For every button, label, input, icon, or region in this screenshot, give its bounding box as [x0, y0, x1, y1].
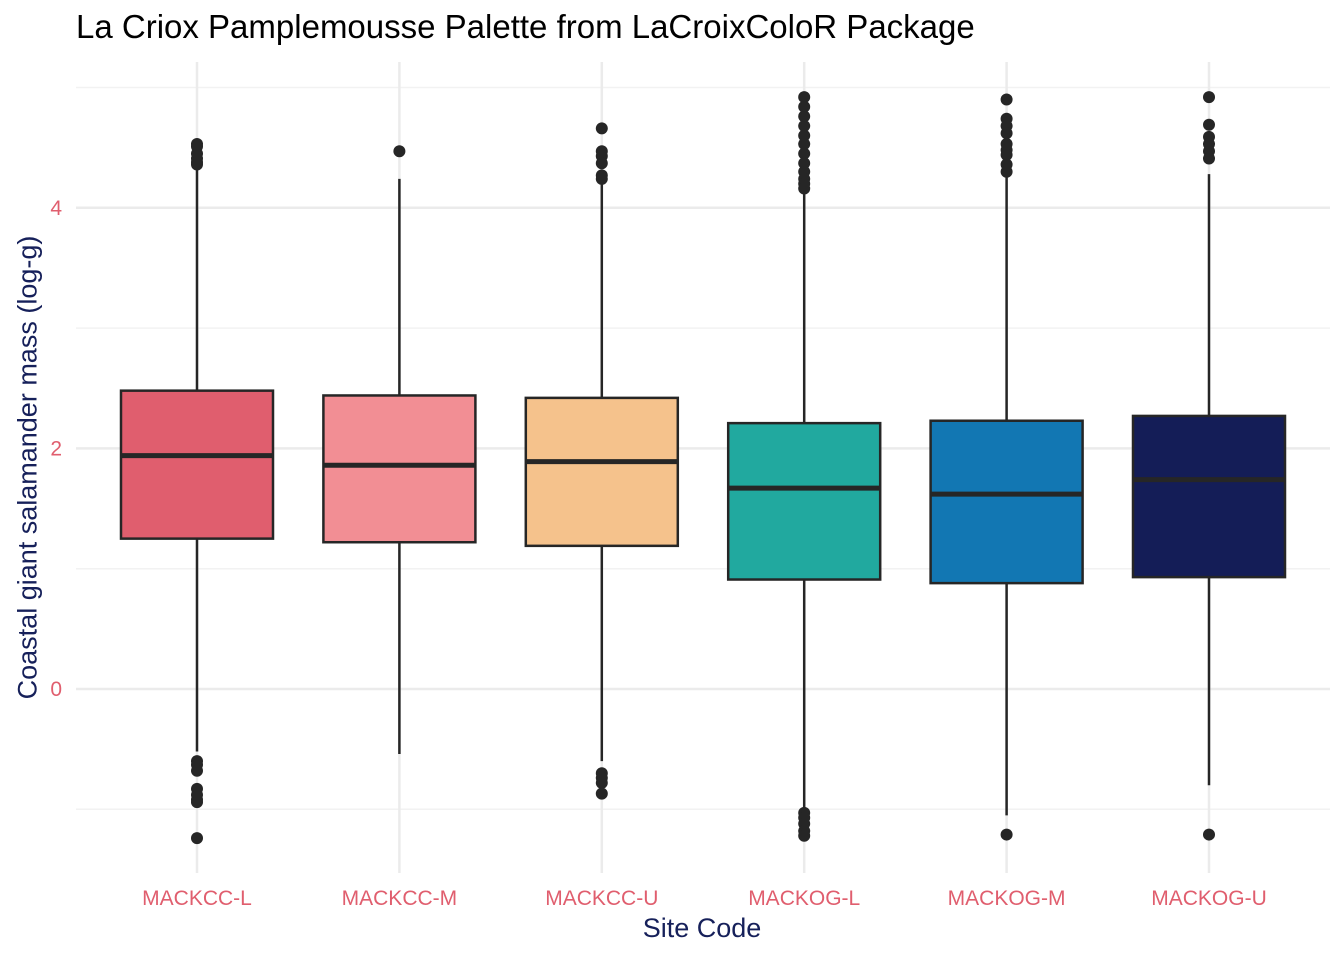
iqr-box [322, 394, 477, 544]
outlier-point [798, 129, 811, 142]
x-tick-label: MACKOG-U [1151, 887, 1267, 910]
outlier-point [1000, 127, 1013, 140]
outlier-point [798, 110, 811, 123]
outlier-point [191, 764, 203, 777]
iqr-box [119, 389, 275, 540]
outlier-point [393, 145, 406, 158]
y-tick-label: 2 [50, 437, 62, 460]
box-mackog-u [1131, 91, 1287, 841]
outlier-point [798, 119, 811, 132]
y-axis-title: Coastal giant salamander mass (log-g) [12, 235, 43, 699]
iqr-box [929, 419, 1084, 585]
chart-title: La Criox Pamplemousse Palette from LaCro… [76, 8, 975, 45]
y-tick-label: 4 [50, 197, 62, 220]
outlier-point [1000, 165, 1013, 178]
outlier-point [798, 829, 811, 842]
axis-tick-labels: 0 2 4 MACKCC-L MACKCC-M MACKCC-U MACKOG-L MACKO… [50, 197, 1266, 910]
box-mackcc-u [524, 122, 680, 800]
outlier-point [798, 100, 811, 113]
iqr-box [726, 421, 882, 581]
box-mackcc-m [322, 145, 477, 754]
outlier-point [1000, 148, 1013, 161]
outlier-point [798, 182, 811, 195]
outlier-point [191, 832, 203, 845]
iqr-box [1131, 414, 1287, 579]
outlier-point [595, 122, 608, 135]
boxplot-series [119, 91, 1287, 845]
outlier-point [1203, 828, 1215, 841]
outlier-point [798, 157, 811, 170]
outlier-point [798, 138, 811, 151]
outlier-point [1203, 91, 1215, 104]
x-tick-label: MACKOG-L [748, 887, 860, 910]
outlier-point [595, 776, 608, 789]
outlier-point [191, 158, 203, 171]
box-mackog-m [929, 93, 1084, 841]
outlier-point [1203, 152, 1215, 165]
outlier-point [1000, 93, 1013, 106]
x-tick-label: MACKOG-M [948, 887, 1066, 910]
outlier-point [595, 157, 608, 170]
outlier-point [191, 796, 203, 809]
outlier-point [595, 787, 608, 800]
outlier-point [1000, 828, 1013, 841]
y-tick-label: 0 [50, 678, 62, 701]
outlier-point [1203, 118, 1215, 131]
outlier-point [595, 172, 608, 185]
x-tick-label: MACKCC-M [342, 887, 458, 910]
outlier-point [798, 147, 811, 160]
x-tick-label: MACKCC-L [142, 887, 252, 910]
x-tick-label: MACKCC-U [545, 887, 658, 910]
x-axis-title: Site Code [642, 913, 762, 943]
outlier-point [798, 91, 811, 104]
iqr-box [524, 396, 680, 548]
box-mackog-l [726, 91, 882, 842]
box-mackcc-l [119, 138, 275, 845]
